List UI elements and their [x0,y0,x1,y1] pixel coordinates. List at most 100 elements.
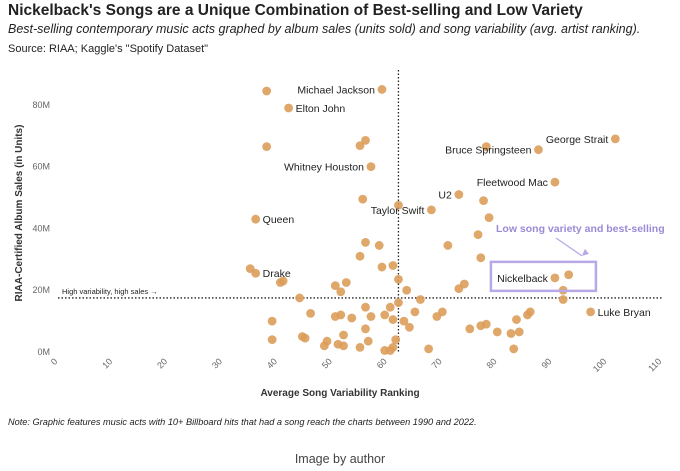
point-label: Fleetwood Mac [477,177,548,189]
point-label: Queen [263,214,295,226]
data-point [479,196,488,206]
x-tick-label: 70 [430,356,444,370]
point-label: Luke Bryan [598,307,651,319]
data-point [295,293,304,303]
data-point [275,278,285,287]
point-label: Elton John [296,103,346,115]
data-point [361,237,370,247]
data-point [484,213,494,223]
x-tick-label: 110 [646,356,663,373]
data-point [454,190,464,199]
data-point [476,253,486,263]
y-tick-label: 0M [37,347,50,357]
data-point [361,302,370,312]
data-point [424,344,434,354]
data-point [391,335,401,345]
x-axis-label: Average Song Variability Ranking [260,388,419,399]
data-point [509,344,519,354]
data-point [416,295,425,304]
y-tick-label: 60M [32,162,50,172]
data-point [426,205,436,215]
point-label: Michael Jackson [297,84,375,96]
data-point [330,281,340,290]
data-point [262,142,272,151]
scatter-chart: 0M 20M 40M 60M 80M 0 10 20 30 40 50 60 70 80 90 100 110 A… [14,70,665,399]
x-tick-label: 30 [210,356,224,370]
data-point [363,336,373,346]
data-point [341,278,351,287]
annotation-text: Low song variety and best-selling [496,223,665,235]
data-point [355,251,365,261]
data-point [399,316,409,326]
data-point [394,200,403,210]
data-point [586,307,596,317]
data-point [267,335,277,345]
data-point [388,261,398,270]
y-tick-label: 80M [32,100,50,110]
image-caption: Image by author [294,452,386,466]
data-point [251,214,261,224]
chart-subtitle: Best-selling contemporary music acts gra… [8,22,641,36]
data-point [262,86,272,96]
data-point [306,308,315,318]
data-point [473,230,483,240]
data-point [377,262,387,272]
reference-line-label: High variability, high sales → [62,287,158,296]
data-point [534,145,543,155]
data-point [319,341,329,351]
data-point [284,103,294,113]
x-tick-label: 80 [485,356,499,370]
x-tick-label: 0 [49,356,60,367]
data-point [374,241,384,250]
point-label: George Strait [546,134,609,146]
data-point [610,134,620,144]
highlight-overlay: Low song variety and best-selling [489,223,665,293]
data-point [523,310,532,320]
x-tick-label: 60 [375,356,389,370]
point-label: Taylor Swift [371,205,425,217]
x-tick-label: 100 [591,356,609,374]
data-point [432,312,442,321]
x-tick-label: 40 [265,356,279,370]
data-point [405,322,414,332]
data-point [402,285,412,295]
data-point [267,316,277,326]
data-point [514,327,524,337]
data-point [550,177,560,187]
chart-source: Source: RIAA; Kaggle's "Spotify Dataset" [8,43,209,55]
annotation-arrowhead [581,248,589,256]
data-point [410,307,420,317]
point-label: U2 [438,189,452,201]
data-point [465,324,475,334]
data-point [394,298,403,307]
data-point [358,194,368,204]
y-axis-label: RIAA-Certified Album Sales (in Units) [14,125,25,302]
point-label: Whitney Houston [284,162,364,174]
x-tick-label: 50 [320,356,334,370]
x-tick-label: 20 [155,356,169,370]
x-tick-label: 90 [539,356,553,370]
data-point [336,310,346,320]
annotation-arrow [555,237,583,257]
data-point [251,268,261,278]
data-point [361,136,370,145]
data-point [388,315,398,324]
x-tick-label: 10 [100,356,114,370]
point-labels: Michael Jackson Elton John Whitney Houston… [263,84,651,318]
reference-lines: High variability, high sales → [58,70,662,352]
chart-note: Note: Graphic features music acts with 1… [8,417,477,427]
data-point [339,341,348,351]
chart-title: Nickelback's Songs are a Unique Combinat… [8,2,583,19]
data-point [550,273,560,283]
highlight-box [489,260,598,293]
data-point [512,315,521,324]
data-point [300,333,310,343]
data-point [443,241,453,250]
data-point [385,302,395,312]
data-point [377,85,387,94]
data-point [492,327,502,337]
data-point [394,275,403,284]
y-tick-label: 20M [32,285,50,295]
data-point [481,319,491,329]
data-point [385,346,395,355]
